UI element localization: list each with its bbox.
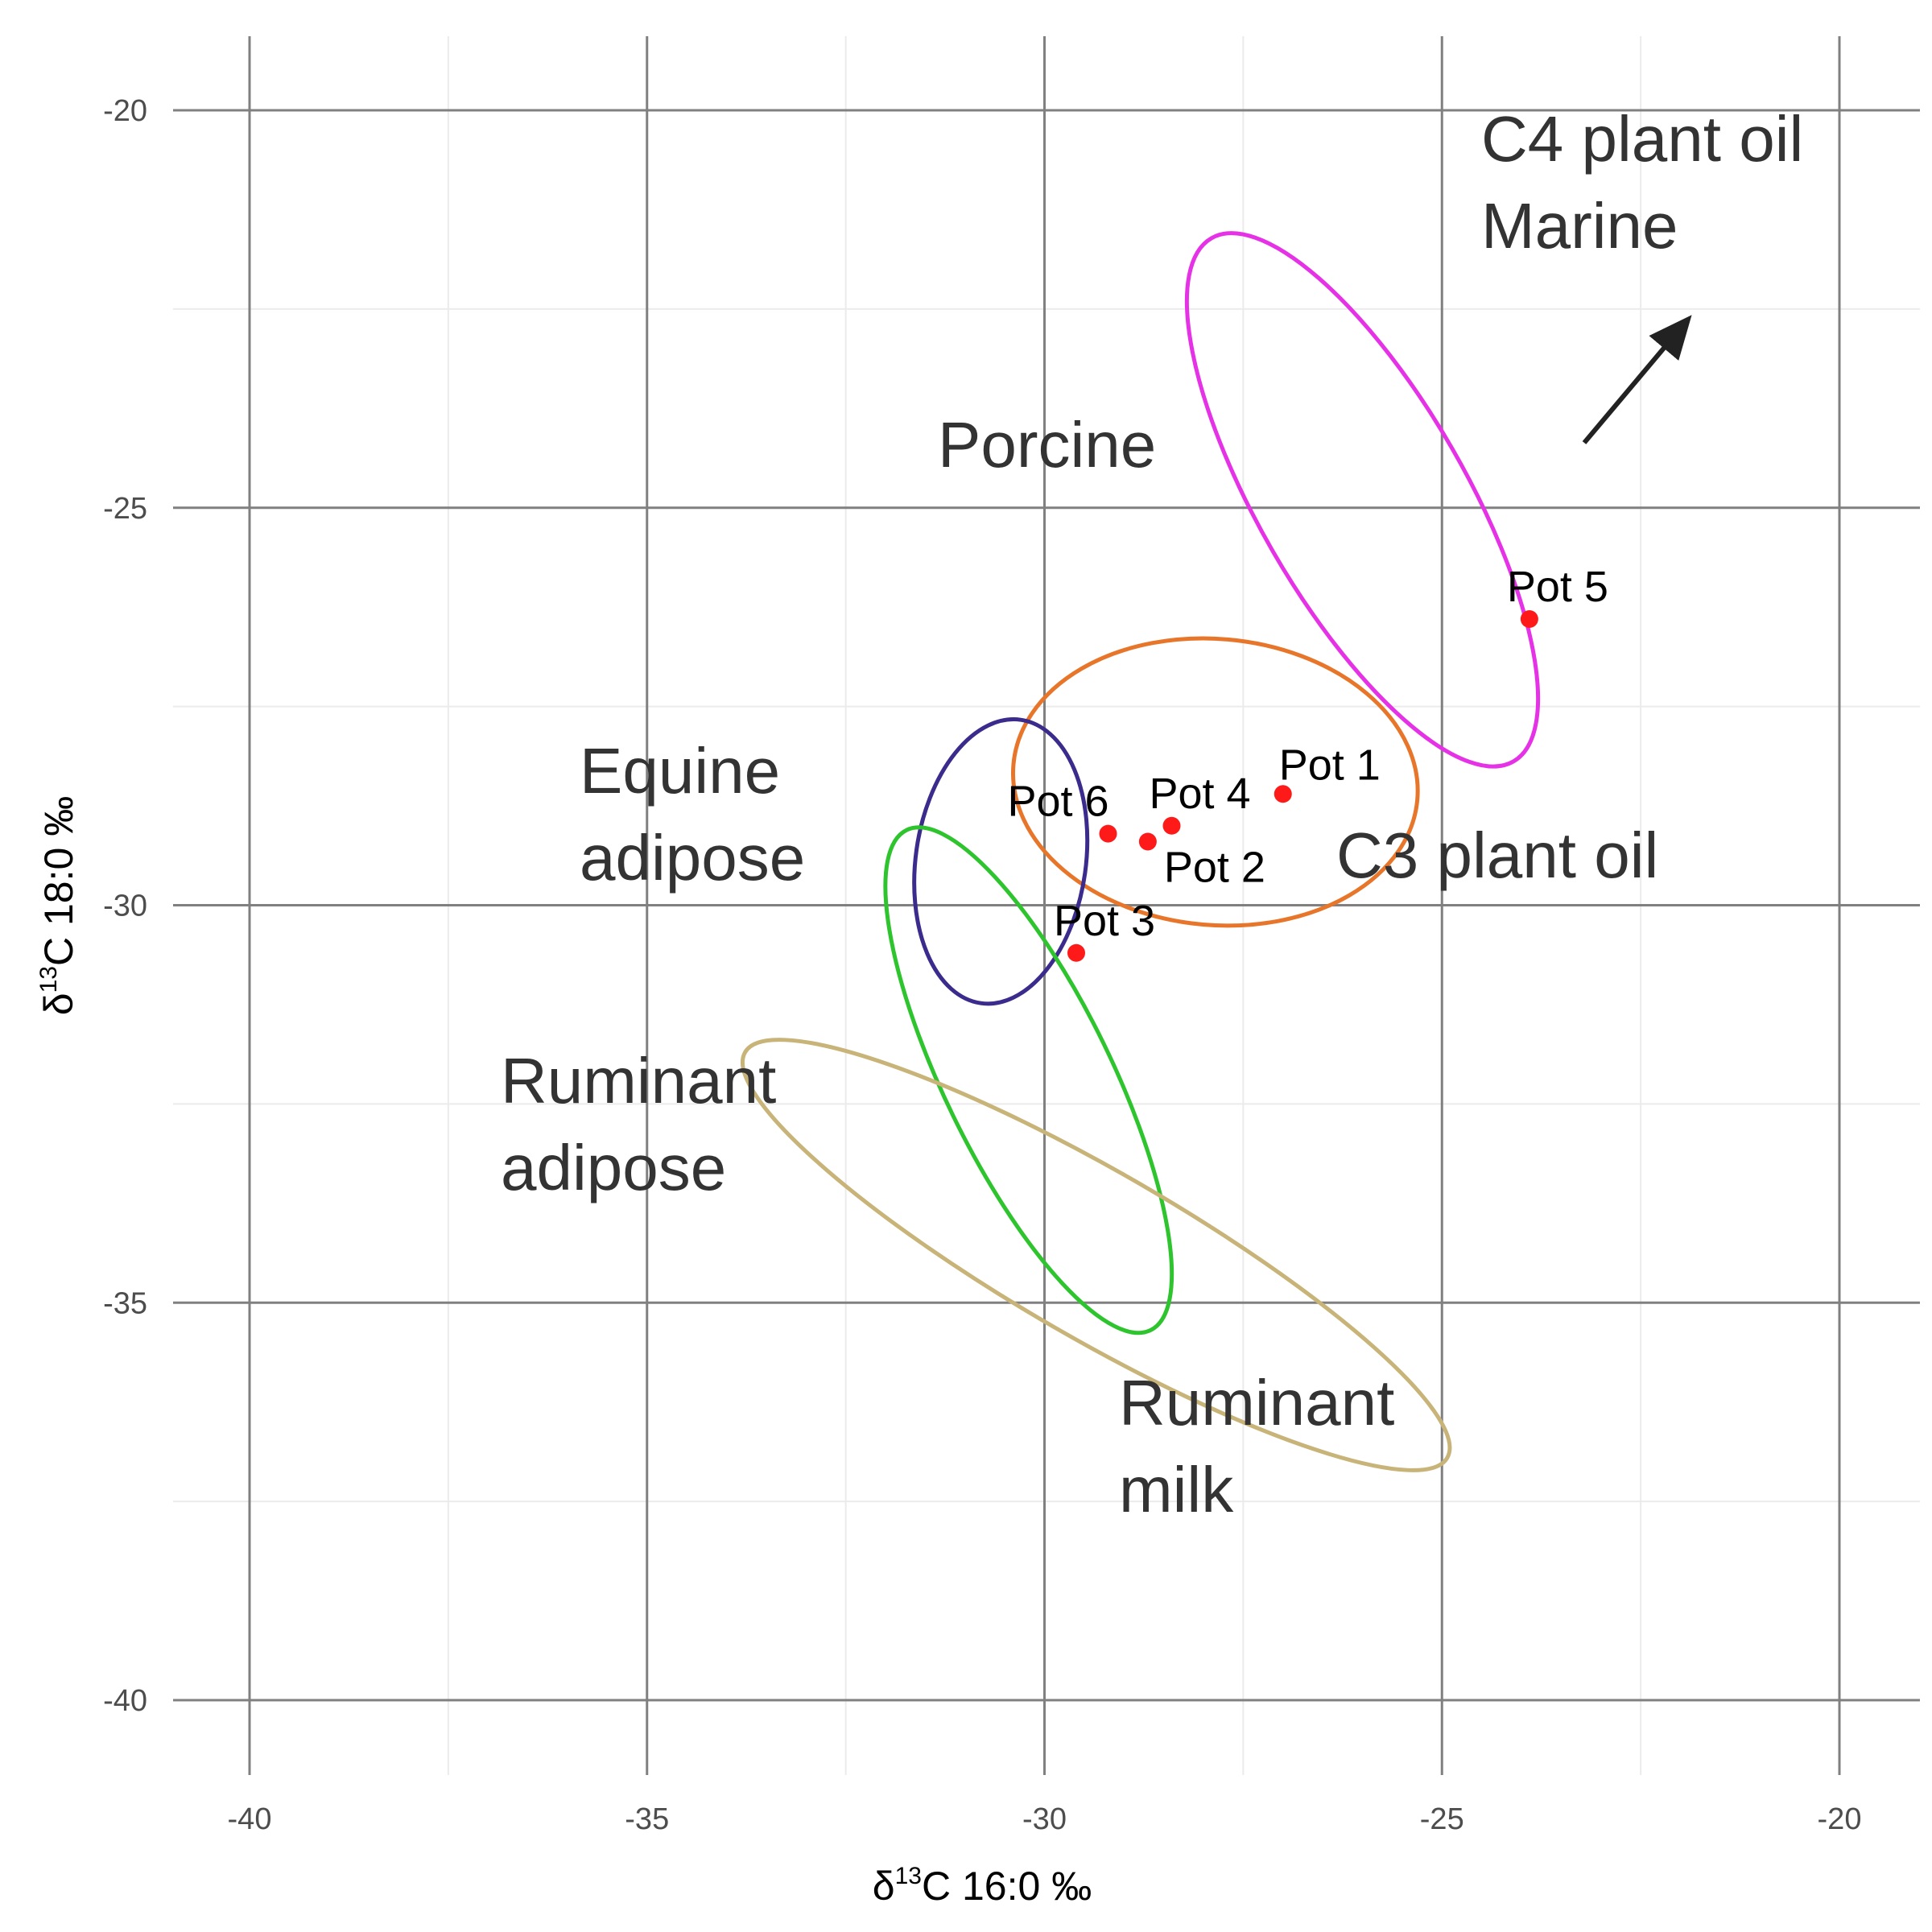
y-tick-label: -25 [103,492,147,526]
group-label-porcine: Porcine [938,409,1156,481]
group-label-equine: Equine [580,735,780,807]
group-label-ruminant-adipose: adipose [501,1132,726,1203]
y-tick-label: -30 [103,890,147,923]
data-point [1162,816,1181,835]
group-label-ruminant-adipose: Ruminant [501,1045,776,1117]
group-label-c4: C4 plant oil [1481,103,1803,175]
y-tick-label: -20 [103,94,147,128]
group-label-c3: C3 plant oil [1336,819,1658,891]
data-point [1099,824,1117,843]
data-point [1520,610,1538,628]
x-tick-label: -30 [1022,1802,1067,1836]
group-label-ruminant-milk: milk [1119,1454,1234,1525]
point-label: Pot 5 [1507,563,1608,611]
group-label-equine: adipose [580,822,805,894]
point-label: Pot 6 [1008,778,1109,826]
point-label: Pot 1 [1279,741,1381,789]
y-axis-ticks: -20 -25 -30 -35 -40 [103,94,147,1718]
ruminant-milk-ellipse [740,1038,1452,1472]
x-tick-label: -40 [228,1802,272,1836]
y-tick-label: -35 [103,1286,147,1320]
reference-ellipses [740,231,1541,1472]
data-point [1138,832,1157,851]
group-label-c4: Marine [1481,190,1678,262]
point-label: Pot 4 [1150,770,1251,818]
x-tick-label: -20 [1818,1802,1862,1836]
major-grid [173,36,1920,1775]
x-axis-label: δ13C 16:0 ‰ [873,1863,1092,1909]
y-tick-label: -40 [103,1684,147,1718]
porcine-ellipse [1184,231,1541,769]
data-point [1067,943,1085,962]
group-labels: C4 plant oil Marine Porcine Equine adipose C3… [501,103,1803,1525]
y-axis-label: δ13C 18:0 ‰ [35,796,81,1015]
direction-arrow [1582,315,1692,444]
c3-plant-oil-ellipse [1010,636,1420,928]
point-label: Pot 3 [1054,897,1155,945]
equine-adipose-ellipse [912,717,1090,1006]
x-axis-ticks: -40 -35 -30 -25 -20 [228,1802,1862,1836]
data-point [1274,785,1292,803]
x-tick-label: -25 [1420,1802,1464,1836]
ruminant-adipose-ellipse [883,825,1174,1335]
arrow-icon [1582,315,1692,444]
x-tick-label: -35 [625,1802,669,1836]
group-label-ruminant-milk: Ruminant [1119,1367,1394,1439]
point-label: Pot 2 [1164,844,1265,892]
